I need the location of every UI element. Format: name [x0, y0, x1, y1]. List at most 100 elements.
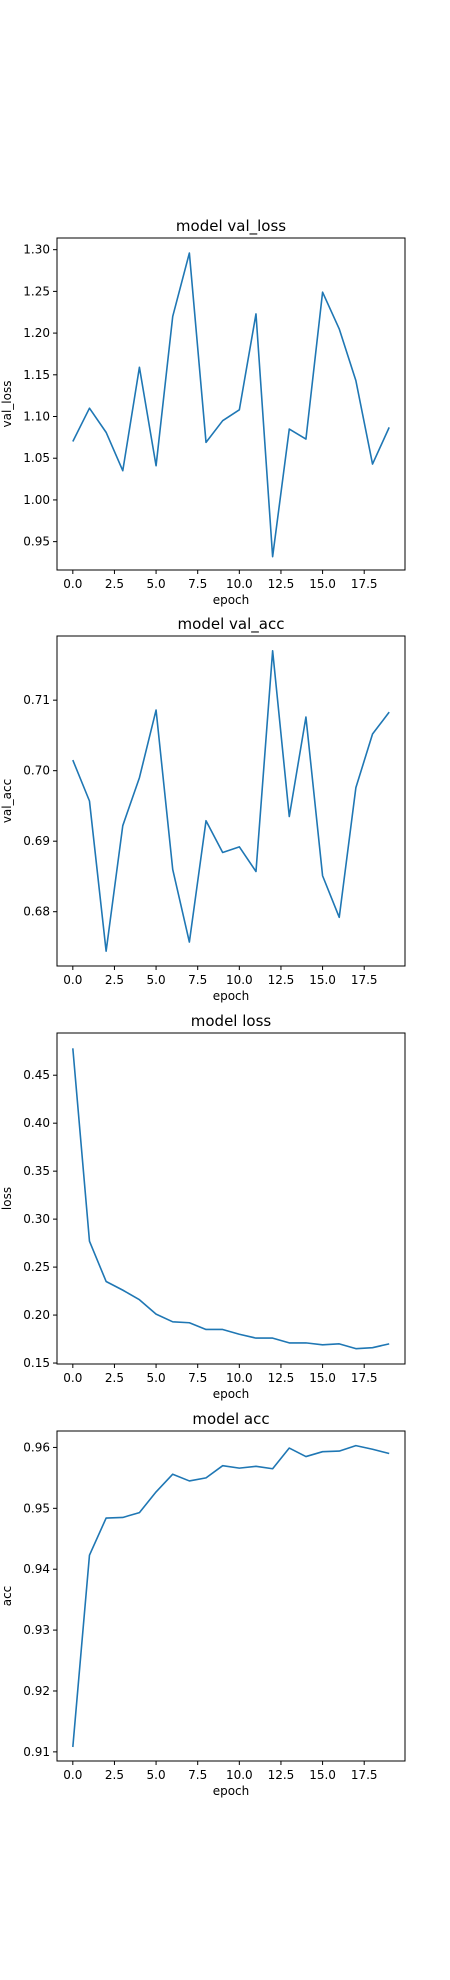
y-tick-label: 1.10 — [23, 410, 50, 424]
data-point — [155, 1313, 157, 1315]
data-point — [338, 328, 340, 330]
y-axis-label: loss — [0, 1187, 14, 1210]
data-point — [388, 426, 390, 428]
subplot-loss: model loss 0.0 2.5 5.0 7.5 10.0 12.5 15.0 17.5 0.… — [0, 1012, 406, 1401]
x-tick-label: 7.5 — [188, 1768, 207, 1782]
plot-frame — [56, 635, 406, 967]
y-tick-label: 0.68 — [23, 905, 50, 919]
data-point — [321, 1344, 323, 1346]
data-point — [88, 407, 90, 409]
x-tick-label: 15.0 — [309, 577, 336, 591]
data-point — [288, 1342, 290, 1344]
data-point — [72, 1746, 74, 1748]
data-point — [72, 1047, 74, 1049]
y-axis-label: acc — [0, 1586, 14, 1607]
x-tick-label: 17.5 — [351, 577, 378, 591]
y-tick-label: 0.25 — [23, 1260, 50, 1274]
data-point — [371, 1346, 373, 1348]
plot-frame — [56, 1032, 406, 1365]
x-tick-label: 2.5 — [105, 973, 124, 987]
data-point — [305, 716, 307, 718]
data-point — [221, 1465, 223, 1467]
subplot-acc: model acc 0.0 2.5 5.0 7.5 10.0 12.5 15.0 17.5 0.9… — [0, 1410, 406, 1798]
x-axis-label: epoch — [213, 593, 250, 607]
data-point — [371, 733, 373, 735]
data-point — [338, 916, 340, 918]
x-tick-label: 15.0 — [309, 1768, 336, 1782]
data-point — [72, 759, 74, 761]
data-point — [188, 252, 190, 254]
data-point — [355, 379, 357, 381]
x-tick-label: 10.0 — [226, 1768, 253, 1782]
data-point — [122, 824, 124, 826]
plot-frame — [56, 237, 406, 571]
x-tick-label: 10.0 — [226, 973, 253, 987]
data-point — [338, 1450, 340, 1452]
x-tick-label: 0.0 — [63, 577, 82, 591]
data-point — [355, 786, 357, 788]
y-tick-label: 0.15 — [23, 1356, 50, 1370]
data-point — [188, 1480, 190, 1482]
data-point — [321, 875, 323, 877]
y-tick-label: 1.00 — [23, 493, 50, 507]
data-point — [172, 315, 174, 317]
data-point — [138, 1511, 140, 1513]
data-point — [122, 1516, 124, 1518]
data-point — [338, 1343, 340, 1345]
data-point — [238, 409, 240, 411]
y-tick-label: 0.95 — [23, 1501, 50, 1515]
data-point — [205, 1328, 207, 1330]
x-axis-label: epoch — [213, 1784, 250, 1798]
data-point — [305, 1455, 307, 1457]
x-tick-label: 7.5 — [188, 577, 207, 591]
y-tick-label: 0.96 — [23, 1440, 50, 1454]
subplot-val-acc: model val_acc 0.0 2.5 5.0 7.5 10.0 12.5 15.0 17.… — [0, 615, 406, 1003]
data-point — [371, 1448, 373, 1450]
y-tick-label: 0.94 — [23, 1562, 50, 1576]
y-tick-label: 0.40 — [23, 1116, 50, 1130]
data-point — [238, 846, 240, 848]
x-tick-label: 2.5 — [105, 577, 124, 591]
x-tick-label: 17.5 — [351, 1768, 378, 1782]
series-line — [72, 252, 390, 558]
data-point — [155, 709, 157, 711]
x-tick-label: 15.0 — [309, 1371, 336, 1385]
data-point — [122, 1289, 124, 1291]
y-tick-label: 0.35 — [23, 1164, 50, 1178]
y-tick-label: 0.20 — [23, 1308, 50, 1322]
data-point — [88, 800, 90, 802]
x-tick-label: 2.5 — [105, 1371, 124, 1385]
data-point — [221, 419, 223, 421]
y-tick-label: 0.30 — [23, 1212, 50, 1226]
data-point — [238, 1333, 240, 1335]
chart-title: model val_acc — [178, 615, 285, 634]
x-tick-label: 12.5 — [268, 577, 295, 591]
data-point — [255, 1465, 257, 1467]
data-point — [255, 1337, 257, 1339]
data-point — [271, 555, 273, 557]
x-tick-label: 5.0 — [147, 973, 166, 987]
data-point — [88, 1240, 90, 1242]
y-tick-label: 0.91 — [23, 1745, 50, 1759]
data-point — [105, 1280, 107, 1282]
data-point — [205, 820, 207, 822]
data-point — [271, 1468, 273, 1470]
x-tick-label: 15.0 — [309, 973, 336, 987]
data-point — [288, 1447, 290, 1449]
y-axis-label: val_loss — [0, 381, 14, 428]
x-tick-label: 0.0 — [63, 1371, 82, 1385]
x-tick-label: 7.5 — [188, 1371, 207, 1385]
data-point — [255, 313, 257, 315]
data-point — [305, 438, 307, 440]
data-point — [288, 815, 290, 817]
data-point — [255, 870, 257, 872]
x-tick-label: 17.5 — [351, 1371, 378, 1385]
x-tick-label: 2.5 — [105, 1768, 124, 1782]
y-tick-label: 0.45 — [23, 1068, 50, 1082]
data-point — [288, 428, 290, 430]
y-axis-label: val_acc — [0, 779, 14, 823]
data-point — [355, 1444, 357, 1446]
data-point — [172, 868, 174, 870]
y-tick-label: 0.92 — [23, 1684, 50, 1698]
